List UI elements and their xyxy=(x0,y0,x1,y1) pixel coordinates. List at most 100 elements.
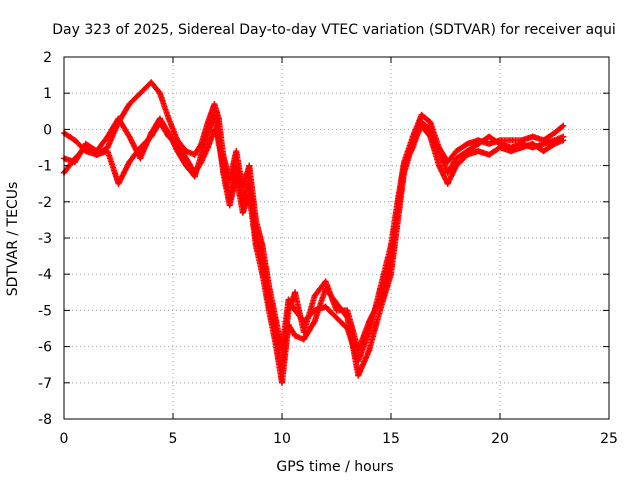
data-point xyxy=(518,140,525,147)
data-point xyxy=(551,137,558,144)
data-point xyxy=(211,101,218,108)
axis-ticks: 0 5 10 15 20 25 -8 -7 -6 -5 -4 -3 -2 -1 0 1 2 xyxy=(38,50,618,447)
data-point xyxy=(551,130,558,137)
data-point xyxy=(211,111,218,118)
data-point xyxy=(388,256,394,263)
data-point xyxy=(272,329,279,336)
data-point xyxy=(198,151,205,158)
x-tick-label: 0 xyxy=(60,431,69,447)
data-point xyxy=(418,111,425,118)
series-track-1 xyxy=(61,79,567,365)
data-point xyxy=(285,307,292,314)
data-point xyxy=(486,140,493,147)
data-point xyxy=(104,148,111,155)
data-point xyxy=(265,300,272,307)
y-axis-label: SDTVAR / TECUs xyxy=(5,182,21,297)
data-point xyxy=(300,329,307,336)
data-point xyxy=(540,148,547,155)
data-point xyxy=(401,162,408,169)
data-point xyxy=(355,347,362,354)
data-point xyxy=(507,144,514,151)
data-point xyxy=(409,144,416,151)
data-point xyxy=(246,177,253,184)
data-point xyxy=(137,155,144,162)
data-point xyxy=(292,289,299,296)
data-point xyxy=(252,235,259,241)
x-tick-label: 20 xyxy=(491,431,509,447)
data-point xyxy=(444,158,451,165)
data-point xyxy=(191,173,198,180)
data-point xyxy=(137,90,144,97)
data-point xyxy=(165,130,172,137)
data-point xyxy=(311,318,318,325)
data-point xyxy=(183,162,190,169)
data-point xyxy=(355,372,362,379)
data-point xyxy=(388,271,394,278)
data-point xyxy=(427,119,434,126)
data-point xyxy=(453,155,460,162)
data-point xyxy=(453,162,460,169)
data-point xyxy=(220,162,227,169)
data-point xyxy=(418,119,425,126)
data-point xyxy=(156,115,163,122)
data-point xyxy=(333,314,340,321)
data-points xyxy=(61,79,567,386)
data-point xyxy=(435,148,442,155)
data-point xyxy=(444,180,451,187)
data-point xyxy=(126,158,133,165)
data-point xyxy=(540,140,547,147)
data-point xyxy=(435,162,442,169)
data-point xyxy=(115,180,122,187)
data-point xyxy=(377,296,384,303)
data-point xyxy=(279,365,285,372)
data-point xyxy=(366,347,373,354)
data-point xyxy=(279,379,285,386)
data-point xyxy=(560,133,567,140)
x-tick-label: 5 xyxy=(169,431,178,447)
y-tick-label: 2 xyxy=(43,50,52,66)
data-point xyxy=(165,115,172,122)
data-point xyxy=(322,303,329,310)
data-point xyxy=(453,148,460,155)
data-point xyxy=(233,162,240,169)
data-point xyxy=(366,318,373,325)
data-point xyxy=(126,101,133,108)
x-tick-label: 25 xyxy=(600,431,618,447)
y-tick-label: -6 xyxy=(38,340,52,356)
data-point xyxy=(104,133,111,140)
data-point xyxy=(233,148,240,155)
data-point xyxy=(71,137,78,144)
data-point xyxy=(464,148,471,155)
y-tick-label: 0 xyxy=(43,122,52,138)
y-tick-label: -2 xyxy=(38,195,52,211)
data-point xyxy=(292,332,299,339)
data-point xyxy=(529,133,536,140)
data-point xyxy=(215,140,222,147)
data-point xyxy=(126,133,133,140)
data-point xyxy=(226,202,233,209)
x-tick-label: 15 xyxy=(382,431,400,447)
data-point xyxy=(300,336,307,343)
data-point xyxy=(259,256,266,263)
data-point xyxy=(191,151,198,158)
data-point xyxy=(311,292,318,299)
data-point xyxy=(156,90,163,97)
y-tick-label: -1 xyxy=(38,159,52,175)
data-point xyxy=(115,115,122,122)
data-point xyxy=(148,79,155,86)
y-tick-label: -3 xyxy=(38,231,52,247)
data-point xyxy=(93,148,100,155)
chart-title: Day 323 of 2025, Sidereal Day-to-day VTE… xyxy=(52,22,615,38)
data-point xyxy=(507,137,514,144)
data-point xyxy=(148,130,155,137)
data-point xyxy=(246,162,253,169)
data-point xyxy=(377,307,384,314)
data-point xyxy=(322,278,329,285)
data-point xyxy=(529,144,536,151)
data-point xyxy=(239,209,246,216)
data-point xyxy=(444,169,451,176)
data-point xyxy=(560,122,567,129)
y-tick-label: -8 xyxy=(38,412,52,428)
data-point xyxy=(204,130,211,137)
